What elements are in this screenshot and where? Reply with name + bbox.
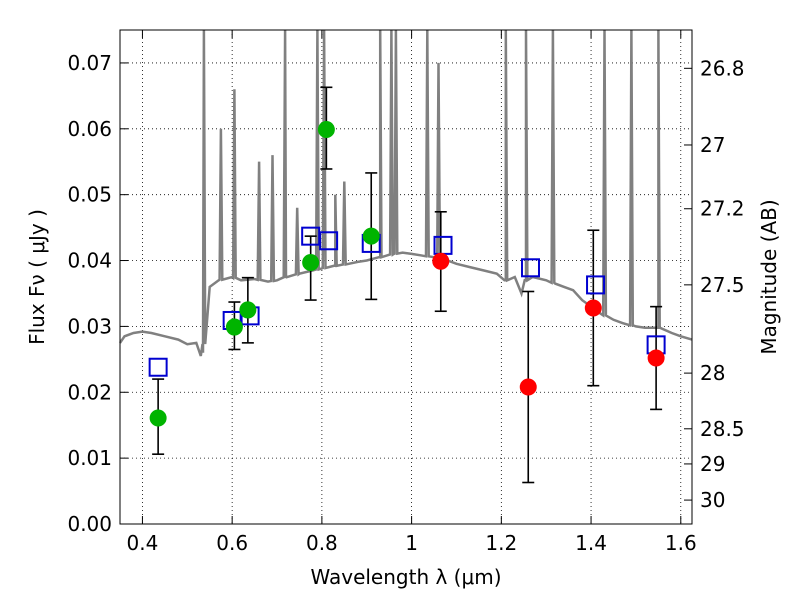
y2-tick-label: 30 <box>700 488 725 512</box>
y-tick-label: 0.01 <box>67 446 112 470</box>
observed-point-marker <box>647 349 665 367</box>
y2-tick-label: 29 <box>700 452 725 476</box>
observed-point-marker <box>302 254 320 272</box>
observed-point-marker <box>239 301 257 319</box>
x-tick-label: 0.4 <box>127 531 159 555</box>
y-axis-title: Flux Fν ( μJy ) <box>25 209 49 345</box>
model-square-marker <box>520 258 540 278</box>
y2-tick-label: 28.5 <box>700 417 745 441</box>
y-tick-label: 0.06 <box>67 117 112 141</box>
x-tick-label: 1.2 <box>485 531 517 555</box>
y-tick-label: 0.05 <box>67 183 112 207</box>
x-tick-label: 1.6 <box>665 531 697 555</box>
y2-tick-label: 27 <box>700 133 725 157</box>
x-tick-label: 1.4 <box>575 531 607 555</box>
observed-point-marker <box>317 120 335 138</box>
model-square-marker <box>319 231 339 251</box>
spectrum-layer <box>118 29 693 357</box>
x-axis-title-text: Wavelength λ (μm) <box>310 565 501 589</box>
observed-point-marker <box>149 409 167 427</box>
observed-point-marker <box>584 299 602 317</box>
x-axis-ticks: 0.4 0.6 0.8 1 1.2 1.4 1.6 <box>127 30 697 555</box>
observed-point-marker <box>362 227 380 245</box>
y2-tick-label: 27.5 <box>700 273 745 297</box>
y2-tick-label: 26.8 <box>700 56 745 80</box>
x-tick-label: 1 <box>405 531 418 555</box>
y2-tick-label: 27.2 <box>700 197 745 221</box>
y-tick-label: 0.04 <box>67 249 112 273</box>
x-tick-label: 0.8 <box>306 531 338 555</box>
y2-axis-title: Magnitude (AB) <box>757 199 781 354</box>
model-square-marker <box>586 275 606 295</box>
y-tick-label: 0.07 <box>67 51 112 75</box>
errorbar-layer <box>152 86 663 484</box>
model-square-marker <box>148 357 168 377</box>
y-tick-label: 0.00 <box>67 512 112 536</box>
observed-point-marker <box>432 252 450 270</box>
observed-point-marker <box>225 318 243 336</box>
y-tick-label: 0.03 <box>67 314 112 338</box>
x-axis-title: Wavelength λ (μm) <box>310 565 501 589</box>
spectrum-line <box>118 29 693 357</box>
y2-tick-label: 28 <box>700 361 725 385</box>
plot-frame <box>119 29 693 525</box>
y2-axis-title-text: Magnitude (AB) <box>757 199 781 354</box>
y-tick-label: 0.02 <box>67 380 112 404</box>
observed-point-marker <box>519 378 537 396</box>
y-axis-title-text: Flux Fν ( μJy ) <box>25 209 49 345</box>
y-axis-ticks: 0.00 0.01 0.02 0.03 0.04 0.05 0.06 0.07 <box>67 51 128 536</box>
marker-layer <box>148 120 666 427</box>
x-tick-label: 0.6 <box>216 531 248 555</box>
y2-axis-ticks: 26.8 27 27.2 27.5 28 28.5 29 30 <box>684 56 745 512</box>
